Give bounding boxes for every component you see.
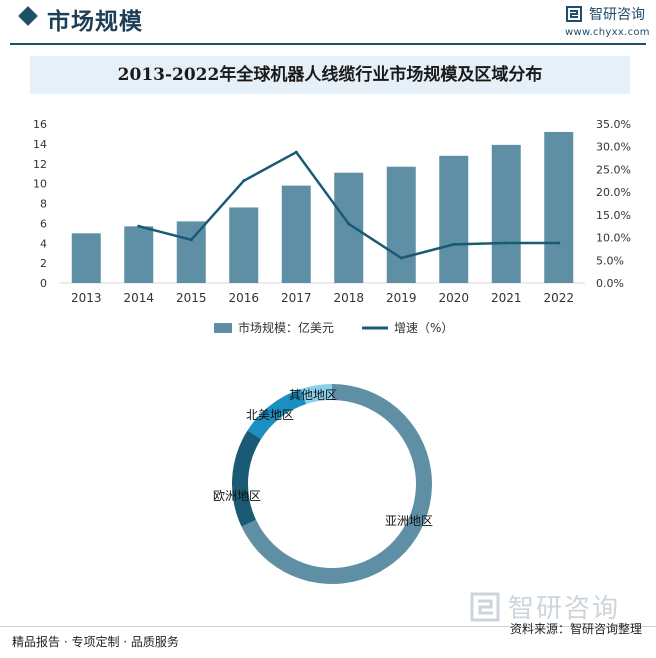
x-tick-label: 2021 bbox=[491, 291, 522, 305]
growth-point bbox=[294, 150, 298, 154]
growth-point bbox=[189, 238, 193, 242]
bar bbox=[439, 155, 469, 283]
x-tick-label: 2015 bbox=[176, 291, 207, 305]
region-donut-chart: 亚洲地区 欧洲地区 北美地区 其他地区 bbox=[213, 384, 433, 584]
bar bbox=[281, 185, 311, 283]
x-tick-label: 2018 bbox=[333, 291, 364, 305]
y-right-tick-label: 20.0% bbox=[596, 186, 631, 199]
bar bbox=[176, 221, 206, 283]
x-tick-label: 2019 bbox=[386, 291, 417, 305]
y-left-tick-label: 6 bbox=[40, 217, 47, 230]
y-left-tick-label: 0 bbox=[40, 277, 47, 290]
x-tick-label: 2014 bbox=[123, 291, 154, 305]
y-left-tick-label: 12 bbox=[33, 158, 47, 171]
x-tick-label: 2013 bbox=[71, 291, 102, 305]
header-bar: 市场规模 智研咨询 www.chyxx.com bbox=[0, 0, 656, 44]
y-left-tick-label: 4 bbox=[40, 237, 47, 250]
growth-point bbox=[399, 256, 403, 260]
chart-title-band bbox=[30, 56, 630, 94]
bar bbox=[229, 207, 259, 283]
bar bbox=[71, 233, 101, 283]
source-note: 资料来源：智研咨询整理 bbox=[510, 622, 643, 636]
header-divider bbox=[10, 43, 646, 45]
footer-tagline: 精品报告 · 专项定制 · 品质服务 bbox=[12, 635, 179, 649]
donut-slice bbox=[247, 388, 307, 439]
y-right-tick-label: 10.0% bbox=[596, 232, 631, 245]
donut-label: 北美地区 bbox=[246, 408, 294, 422]
donut-label: 欧洲地区 bbox=[213, 489, 261, 503]
bar bbox=[491, 144, 521, 283]
legend-swatch-bar bbox=[214, 323, 232, 333]
donut-slice bbox=[301, 384, 332, 405]
x-tick-label: 2020 bbox=[438, 291, 469, 305]
brand-logo-icon bbox=[566, 6, 582, 22]
growth-point bbox=[557, 241, 561, 245]
brand-url: www.chyxx.com bbox=[565, 27, 650, 38]
y-right-tick-label: 35.0% bbox=[596, 118, 631, 131]
y-left-tick-label: 2 bbox=[40, 257, 47, 270]
donut-label: 其他地区 bbox=[289, 388, 337, 402]
y-left-tick-label: 8 bbox=[40, 198, 47, 211]
legend-label-bar: 市场规模：亿美元 bbox=[238, 320, 334, 335]
y-right-tick-label: 30.0% bbox=[596, 141, 631, 154]
x-tick-label: 2017 bbox=[281, 291, 312, 305]
y-left-tick-label: 16 bbox=[33, 118, 47, 131]
bar bbox=[334, 172, 364, 283]
growth-point bbox=[504, 241, 508, 245]
growth-point bbox=[137, 224, 141, 228]
donut-slice bbox=[231, 430, 262, 527]
watermark-logo-icon bbox=[470, 592, 500, 622]
bar bbox=[544, 131, 574, 283]
watermark-text: 智研咨询 bbox=[508, 594, 621, 624]
y-left-tick-label: 14 bbox=[33, 138, 47, 151]
section-title: 市场规模 bbox=[47, 9, 143, 35]
bar-line-chart: 0 2 4 6 8 10 12 14 16 0.0% 5.0% 10.0% 15.0% 20.0% 25.0… bbox=[33, 118, 631, 335]
growth-point bbox=[242, 179, 246, 183]
diamond-icon bbox=[18, 6, 38, 26]
y-right-tick-label: 15.0% bbox=[596, 209, 631, 222]
donut-label: 亚洲地区 bbox=[385, 514, 433, 528]
brand-name: 智研咨询 bbox=[589, 7, 645, 23]
growth-point bbox=[452, 242, 456, 246]
x-tick-label: 2022 bbox=[543, 291, 574, 305]
growth-point bbox=[347, 222, 351, 226]
x-tick-label: 2016 bbox=[228, 291, 259, 305]
y-left-tick-label: 10 bbox=[33, 178, 47, 191]
y-right-tick-label: 25.0% bbox=[596, 163, 631, 176]
legend-label-line: 增速（%） bbox=[394, 321, 453, 335]
y-right-tick-label: 5.0% bbox=[596, 254, 624, 267]
bar bbox=[386, 166, 416, 283]
y-right-tick-label: 0.0% bbox=[596, 277, 624, 290]
footer-bar bbox=[0, 626, 656, 658]
chart-title: 2013-2022年全球机器人线缆行业市场规模及区域分布 bbox=[117, 65, 543, 85]
bar bbox=[124, 226, 154, 283]
